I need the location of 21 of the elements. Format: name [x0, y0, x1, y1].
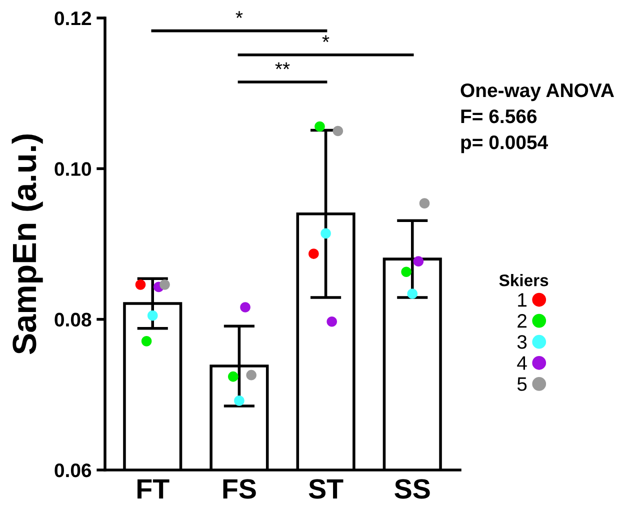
legend-label: 4 [517, 356, 527, 370]
legend-label: 2 [518, 314, 526, 328]
y-tick-label: 0.12 [54, 11, 92, 26]
y-tick-label: 0.08 [54, 312, 92, 327]
x-tick-label: FT [138, 479, 170, 498]
annotation: * [322, 35, 330, 42]
legend-label: 1 [518, 293, 526, 307]
y-tick-label: 0.06 [54, 463, 92, 478]
text: F= 6.566 [461, 109, 537, 124]
text: p= 0.0054 [461, 135, 548, 154]
text: * [236, 11, 243, 18]
x-tick-label: SS [394, 479, 430, 499]
legend-title: Skiers [499, 274, 548, 286]
x-tick-label: FS [223, 479, 256, 499]
text: One-way ANOVA [460, 83, 614, 102]
y-axis-title: SampEn (a.u.) [12, 134, 43, 354]
annotation: ** [275, 62, 290, 70]
x-tick-label: ST [308, 479, 344, 499]
y-tick-label: 0.10 [54, 162, 92, 176]
legend-label: 5 [517, 377, 527, 391]
legend-label: 3 [517, 335, 527, 349]
